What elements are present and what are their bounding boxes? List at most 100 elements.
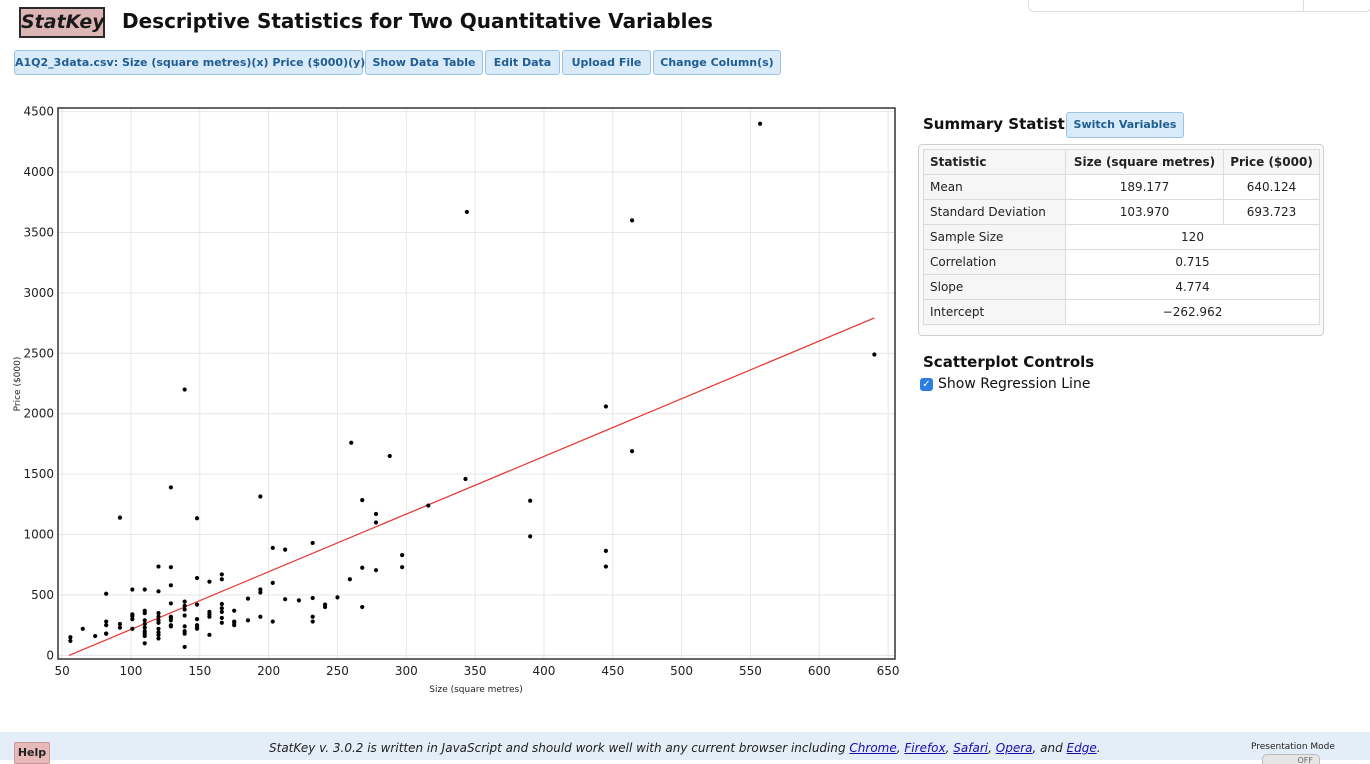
data-point <box>194 625 200 630</box>
data-point <box>130 587 135 592</box>
dataset-label: A1Q2_3data.csv: Size (square metres)(x) … <box>15 56 366 69</box>
data-point <box>156 564 161 569</box>
data-point <box>168 601 173 606</box>
correlation-label: Correlation <box>923 249 1066 275</box>
data-point <box>349 440 354 445</box>
data-point <box>310 595 315 601</box>
x-tick-label: 50 <box>54 664 69 678</box>
data-point <box>142 641 147 646</box>
data-point <box>463 476 468 482</box>
data-point <box>168 565 173 570</box>
data-point <box>219 572 224 577</box>
data-point <box>258 494 263 499</box>
edge-link[interactable]: Edge <box>1066 741 1097 755</box>
data-point <box>387 453 392 459</box>
data-point <box>258 590 263 595</box>
data-point <box>603 548 609 553</box>
change-columns-button[interactable]: Change Column(s) <box>653 50 781 75</box>
data-point <box>219 606 224 611</box>
x-tick-label: 500 <box>670 664 693 678</box>
data-point <box>373 520 379 525</box>
data-point <box>360 565 365 570</box>
data-point <box>117 515 123 520</box>
data-point <box>130 614 135 619</box>
data-point <box>93 633 98 639</box>
data-point <box>156 626 161 631</box>
table-header-row: Statistic Size (square metres) Price ($0… <box>923 149 1320 175</box>
data-point <box>207 579 212 584</box>
summary-statistics-table: Statistic Size (square metres) Price ($0… <box>923 149 1320 325</box>
data-point <box>219 601 224 607</box>
chrome-link[interactable]: Chrome <box>849 741 897 755</box>
summary-statistics-panel: Statistic Size (square metres) Price ($0… <box>918 144 1324 336</box>
footer: Help StatKey v. 3.0.2 is written in Java… <box>0 732 1370 764</box>
data-point <box>156 636 161 641</box>
checkbox-checked-icon[interactable]: ✓ <box>920 377 933 391</box>
show-regression-toggle[interactable]: ✓ Show Regression Line <box>920 376 1090 392</box>
data-point <box>182 607 187 612</box>
opera-link[interactable]: Opera <box>995 741 1033 755</box>
x-axis-title: Size (square metres) <box>429 685 522 695</box>
data-point <box>142 618 147 623</box>
help-button[interactable]: Help <box>14 742 50 764</box>
mean-y-value: 640.124 <box>1223 174 1320 200</box>
data-point <box>104 591 109 596</box>
data-point <box>142 610 147 616</box>
data-point <box>104 623 109 628</box>
data-point <box>142 625 147 630</box>
data-point <box>156 632 161 637</box>
show-data-table-button[interactable]: Show Data Table <box>365 50 483 75</box>
presentation-mode-toggle[interactable]: OFF <box>1262 754 1320 764</box>
data-point <box>283 547 288 552</box>
dataset-dropdown[interactable]: A1Q2_3data.csv: Size (square metres)(x) … <box>14 50 378 75</box>
data-point <box>168 614 173 619</box>
data-point <box>360 604 365 610</box>
scatterplot-controls-title: Scatterplot Controls <box>923 353 1095 371</box>
x-tick-label: 100 <box>120 664 143 678</box>
correlation-value: 0.715 <box>1065 249 1320 275</box>
firefox-link[interactable]: Firefox <box>904 741 946 755</box>
y-tick-label: 4000 <box>23 165 54 179</box>
data-point <box>168 583 173 588</box>
footer-text: StatKey v. 3.0.2 is written in JavaScrip… <box>269 741 1101 755</box>
data-point <box>629 449 635 454</box>
data-point <box>270 580 275 585</box>
data-point <box>182 599 187 604</box>
data-point <box>182 624 187 629</box>
data-point <box>194 617 200 622</box>
y-tick-label: 3500 <box>23 225 54 239</box>
data-point <box>104 619 109 624</box>
data-point <box>603 564 609 569</box>
x-tick-label: 400 <box>533 664 556 678</box>
upload-file-button[interactable]: Upload File <box>562 50 651 75</box>
table-row: Sample Size 120 <box>923 224 1320 250</box>
data-point <box>373 511 379 517</box>
data-point <box>426 503 431 508</box>
data-point <box>296 598 302 603</box>
y-axis-title: Price ($000) <box>13 357 23 412</box>
data-point <box>182 631 187 636</box>
data-point <box>400 552 405 558</box>
safari-link[interactable]: Safari <box>953 741 989 755</box>
y-tick-label: 0 <box>46 648 54 662</box>
header-statistic: Statistic <box>923 149 1066 175</box>
data-point <box>168 623 173 628</box>
data-point <box>142 621 147 627</box>
y-tick-label: 1000 <box>23 528 54 542</box>
table-row: Mean 189.177 640.124 <box>923 174 1320 200</box>
plot-frame <box>57 107 896 660</box>
gridlines <box>58 108 895 659</box>
statkey-logo[interactable]: StatKey <box>19 7 105 38</box>
data-point <box>464 209 469 215</box>
switch-variables-button[interactable]: Switch Variables <box>1066 112 1184 138</box>
sd-label: Standard Deviation <box>923 199 1066 225</box>
data-point <box>117 621 123 627</box>
data-point <box>130 626 135 631</box>
y-tick-label: 500 <box>31 588 54 602</box>
data-point <box>207 614 212 619</box>
x-tick-label: 650 <box>877 664 900 678</box>
intercept-value: −262.962 <box>1065 299 1320 325</box>
slope-label: Slope <box>923 274 1066 300</box>
edit-data-button[interactable]: Edit Data <box>485 50 560 75</box>
data-point <box>310 619 315 624</box>
